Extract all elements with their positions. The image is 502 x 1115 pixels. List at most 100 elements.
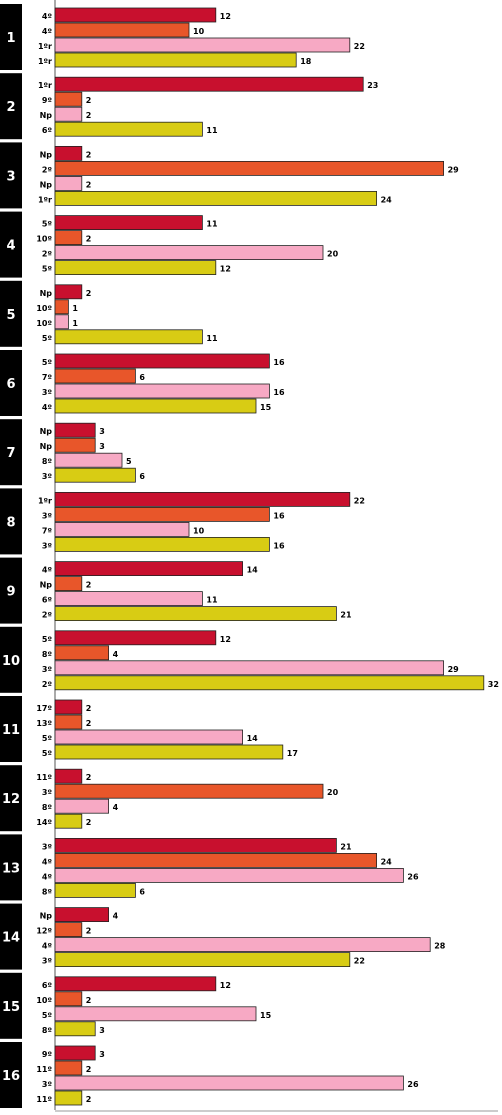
- bar-group: 5 Np 2 10º 1 10º 1 5º 11: [0, 280, 218, 347]
- data-label: 2: [86, 773, 92, 782]
- data-label: 11: [206, 126, 218, 135]
- data-label: 2: [86, 150, 92, 159]
- bar-group: 16 9º 3 11º 2 3º 26 11º 2: [0, 1042, 419, 1108]
- rank-label: Np: [40, 442, 53, 451]
- data-label: 2: [86, 704, 92, 713]
- group-label-block: [0, 1042, 22, 1108]
- bar-group: 15 6º 12 10º 2 5º 15 8º 3: [0, 972, 272, 1039]
- bar: [54, 522, 190, 537]
- data-label: 29: [448, 165, 460, 174]
- group-label: 11: [2, 723, 20, 738]
- group-label-block: [0, 626, 22, 693]
- bar: [54, 714, 83, 730]
- bar-group: 8 1ºr 22 3º 16 7º 10 3º 16: [0, 488, 365, 555]
- rank-label: 5º: [42, 265, 53, 274]
- bar: [54, 561, 244, 576]
- data-label: 1: [72, 304, 78, 313]
- bar: [54, 868, 404, 883]
- rank-label: 2º: [42, 250, 53, 259]
- data-label: 21: [340, 842, 352, 851]
- group-label: 15: [2, 1000, 20, 1015]
- data-label: 26: [407, 872, 419, 881]
- rank-label: 5º: [42, 635, 53, 644]
- rank-label: 6º: [42, 126, 53, 135]
- rank-label: 10º: [36, 319, 52, 328]
- group-label: 8: [6, 515, 15, 530]
- data-label: 20: [327, 250, 339, 259]
- data-label: 2: [86, 289, 92, 298]
- bar: [54, 22, 190, 38]
- data-label: 24: [381, 195, 393, 204]
- rank-label: 5º: [42, 1011, 53, 1020]
- data-label: 2: [86, 235, 92, 244]
- bar: [54, 437, 96, 453]
- bar-group: 4 5º 11 10º 2 2º 20 5º 12: [0, 211, 339, 278]
- bar: [54, 368, 136, 384]
- group-label: 5: [6, 308, 15, 323]
- data-label: 5: [126, 457, 132, 466]
- rank-label: 4º: [42, 566, 53, 575]
- group-label: 13: [2, 861, 20, 876]
- bar-group: 12 11º 2 3º 20 8º 4 14º 2: [0, 765, 339, 832]
- rank-label: 3º: [42, 788, 53, 797]
- group-label: 4: [6, 239, 15, 254]
- bar: [54, 630, 217, 646]
- data-label: 23: [367, 81, 378, 90]
- bar: [54, 699, 83, 715]
- rank-label: 8º: [42, 887, 53, 896]
- bar: [54, 813, 83, 829]
- bar-group: 9 4º 14 Np 2 6º 11 2º 21: [0, 557, 352, 624]
- data-label: 4: [113, 912, 119, 921]
- bar: [54, 467, 136, 483]
- bar: [54, 1045, 96, 1061]
- rank-label: 7º: [42, 526, 53, 535]
- rank-label: 9º: [42, 1050, 53, 1059]
- group-label-block: [0, 903, 22, 970]
- rank-label: 4º: [42, 403, 53, 412]
- data-label: 2: [86, 927, 92, 936]
- bar: [54, 645, 109, 661]
- data-label: 18: [300, 57, 312, 66]
- group-label-block: [0, 419, 22, 486]
- bar: [54, 783, 324, 799]
- bar: [54, 106, 83, 122]
- data-label: 17: [287, 749, 298, 758]
- rank-label: 4º: [42, 942, 53, 951]
- rank-label: 3º: [42, 388, 53, 397]
- rank-label: 6º: [42, 981, 53, 990]
- bar-group: 3 Np 2 2º 29 Np 2 1ºr 24: [0, 142, 460, 209]
- group-label-block: [0, 142, 22, 209]
- data-label: 2: [86, 1095, 92, 1104]
- bar: [54, 491, 351, 507]
- rank-label: 3º: [42, 511, 53, 520]
- group-label: 3: [6, 169, 15, 184]
- rank-label: 4º: [42, 27, 53, 36]
- bar: [54, 329, 203, 345]
- bar: [54, 383, 270, 399]
- bar: [54, 838, 337, 853]
- rank-label: 4º: [42, 872, 53, 881]
- bar: [54, 952, 351, 967]
- bar: [54, 1075, 404, 1091]
- group-label: 10: [2, 654, 20, 669]
- group-label-block: [0, 211, 22, 278]
- group-label-block: [0, 696, 22, 762]
- bar: [54, 145, 83, 161]
- data-label: 10: [193, 27, 205, 36]
- bar: [54, 353, 270, 369]
- rank-label: Np: [40, 427, 53, 436]
- data-label: 2: [86, 719, 92, 728]
- rank-label: 11º: [36, 773, 52, 782]
- rank-label: 1ºr: [38, 496, 52, 505]
- data-label: 32: [488, 680, 499, 689]
- data-label: 22: [354, 496, 365, 505]
- bar: [54, 675, 485, 691]
- bar: [54, 853, 378, 868]
- bar: [54, 91, 83, 107]
- data-label: 10: [193, 526, 205, 535]
- data-label: 2: [86, 581, 92, 590]
- rank-label: 10º: [36, 996, 52, 1005]
- rank-label: 5º: [42, 749, 53, 758]
- data-label: 2: [86, 180, 92, 189]
- rank-label: 10º: [36, 235, 52, 244]
